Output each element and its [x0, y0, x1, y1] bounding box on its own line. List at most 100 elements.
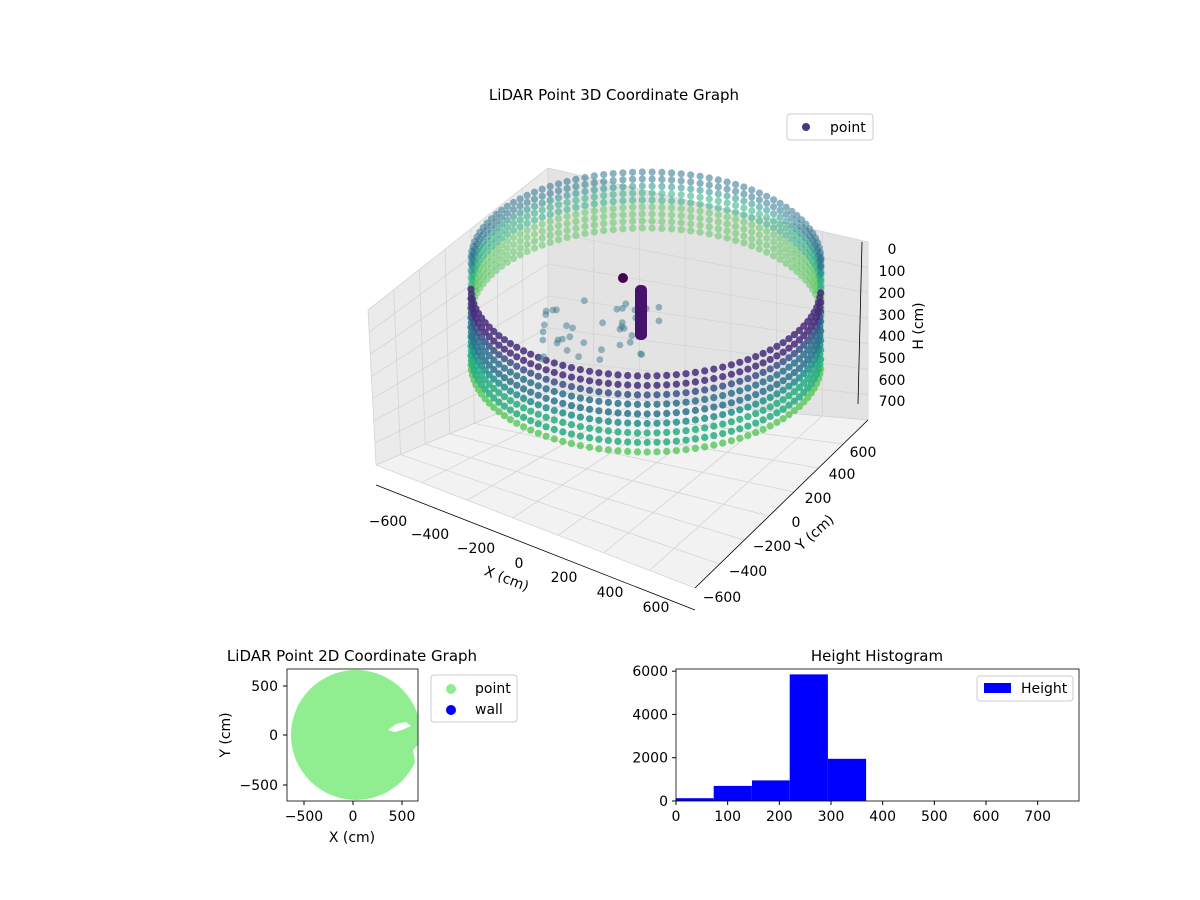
cloud-point [658, 183, 665, 190]
cloud-point [527, 351, 534, 358]
y-tick-label: 200 [805, 491, 832, 507]
cloud-point [595, 426, 602, 433]
cloud-point [510, 248, 517, 255]
cloud-point [673, 409, 680, 416]
cloud-point [510, 241, 517, 248]
cloud-point [581, 209, 588, 216]
cloud-point [678, 191, 685, 198]
cloud-point [614, 390, 621, 397]
cloud-point [591, 207, 598, 214]
cloud-point [744, 432, 751, 439]
cloud-point [748, 228, 755, 235]
cloud-point [610, 219, 617, 226]
cloud-point [600, 199, 607, 206]
cloud-point [540, 337, 547, 344]
cloud-point [524, 192, 531, 199]
cloud-point [817, 277, 824, 284]
cloud-point [568, 402, 575, 409]
cloud-point [763, 221, 770, 228]
cloud-point [644, 439, 651, 446]
cloud-point [678, 170, 685, 177]
cloud-point [624, 419, 631, 426]
x-tick-label: 500 [921, 809, 948, 825]
cloud-point [619, 190, 626, 197]
cloud-point [568, 440, 575, 447]
cloud-point [535, 373, 542, 380]
cloud-point [673, 419, 680, 426]
cloud-point [577, 385, 584, 392]
cloud-point [817, 256, 824, 263]
cloud-point [658, 176, 665, 183]
cloud-point [780, 368, 787, 375]
cloud-point [586, 377, 593, 384]
cloud-point [527, 417, 534, 424]
cloud-point [572, 183, 579, 190]
cloud-point [581, 174, 588, 181]
cloud-point [719, 364, 726, 371]
cloud-point [817, 263, 824, 270]
cloud-point [531, 217, 538, 224]
x-tick-label: 200 [551, 570, 578, 586]
cloud-point [520, 414, 527, 421]
cloud-point [610, 177, 617, 184]
x-tick-label: 0 [349, 809, 358, 825]
cloud-point [728, 409, 735, 416]
cloud-point [748, 207, 755, 214]
cloud-point [543, 433, 550, 440]
cloud-point [513, 401, 520, 408]
cloud-point [752, 429, 759, 436]
cloud-point [531, 203, 538, 210]
cloud-point [692, 445, 699, 452]
cloud-point [715, 204, 722, 211]
cloud-point [780, 406, 787, 413]
cloud-point [618, 273, 628, 283]
cloud-point [719, 411, 726, 418]
cloud-point [692, 416, 699, 423]
y-tick-label: −400 [729, 564, 767, 580]
x-tick-label: 0 [672, 809, 681, 825]
cloud-point [547, 183, 554, 190]
cloud-point [639, 168, 646, 175]
cloud-point [517, 237, 524, 244]
legend-label-wall: wall [475, 702, 503, 718]
cloud-point [644, 382, 651, 389]
cloud-point [639, 217, 646, 224]
cloud-point [543, 308, 550, 315]
cloud-point [627, 339, 634, 346]
chart-2d-title: LiDAR Point 2D Coordinate Graph [227, 647, 477, 665]
cloud-point [543, 385, 550, 392]
cloud-point [507, 350, 514, 357]
cloud-point [517, 202, 524, 209]
cloud-point [756, 238, 763, 245]
cloud-point [710, 413, 717, 420]
z-tick-label: 300 [879, 308, 906, 324]
cloud-point [605, 399, 612, 406]
cloud-point [748, 200, 755, 207]
cloud-point [510, 255, 517, 262]
y-tick-label: 600 [850, 445, 877, 461]
cloud-point [586, 368, 593, 375]
cloud-point [575, 353, 582, 360]
cloud-point [517, 216, 524, 223]
y-tick-label: 2000 [632, 751, 668, 767]
cloud-point [520, 347, 527, 354]
cloud-point [692, 397, 699, 404]
cloud-point [468, 253, 475, 260]
scatter-2d-area [291, 670, 421, 800]
cloud-point [653, 410, 660, 417]
cloud-point [507, 388, 514, 395]
cloud-point [507, 359, 514, 366]
cloud-point [614, 438, 621, 445]
cloud-point [605, 418, 612, 425]
cloud-point [724, 213, 731, 220]
cloud-point [591, 214, 598, 221]
cloud-point [658, 190, 665, 197]
cloud-point [624, 429, 631, 436]
cloud-point [551, 388, 558, 395]
cloud-point [785, 354, 792, 361]
cloud-point [577, 366, 584, 373]
cloud-point [697, 173, 704, 180]
cloud-point [687, 199, 694, 206]
cloud-point [639, 210, 646, 217]
z-axis-label: H (cm) [911, 302, 927, 349]
